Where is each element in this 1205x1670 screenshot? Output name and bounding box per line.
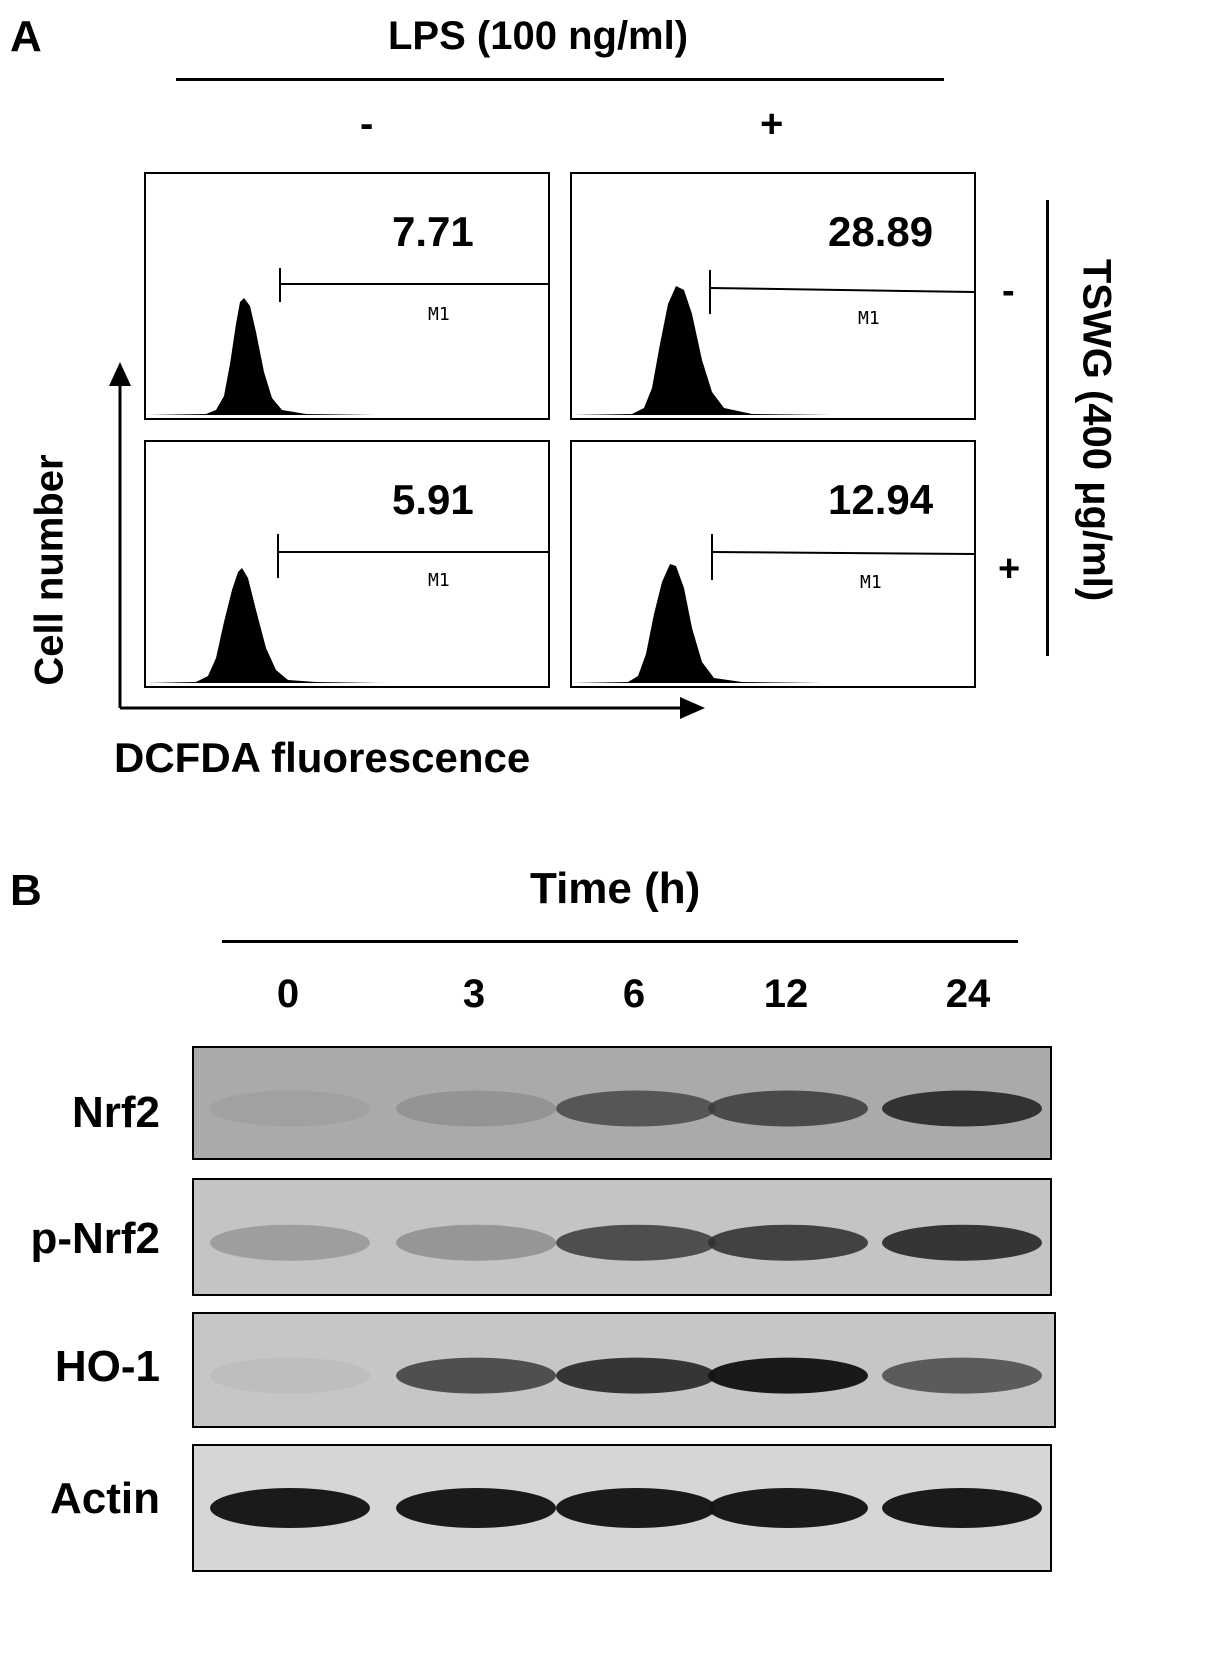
percent-label: 5.91 — [392, 476, 474, 523]
blot-bands — [210, 1488, 1042, 1528]
band-p-nrf2-lane-4 — [882, 1224, 1042, 1261]
time-24: 24 — [945, 972, 991, 1016]
gate-label: M1 — [428, 304, 450, 325]
band-actin-lane-3 — [708, 1488, 868, 1528]
band-nrf2-lane-2 — [556, 1090, 716, 1127]
time-label: Time (h) — [530, 864, 701, 913]
time-6: 6 — [622, 972, 646, 1016]
axes-arrows — [109, 362, 705, 719]
panel-a-letter: A — [10, 12, 42, 61]
histogram-lps-minus-tswg-minus: M1 7.71 — [144, 172, 550, 420]
blot-bands — [210, 1090, 1042, 1127]
percent-label: 28.89 — [828, 208, 934, 255]
tswg-divider — [1046, 200, 1049, 656]
band-actin-lane-2 — [556, 1488, 716, 1528]
blot-label-nrf2: Nrf2 — [71, 1088, 160, 1137]
x-axis-label: DCFDA fluorescence — [114, 734, 531, 781]
band-nrf2-lane-1 — [396, 1090, 556, 1127]
band-ho-1-lane-4 — [882, 1357, 1042, 1394]
lps-plus: + — [760, 102, 784, 146]
tswg-plus: + — [998, 548, 1021, 590]
band-actin-lane-0 — [210, 1488, 370, 1528]
blot-ho-1 — [192, 1312, 1056, 1428]
percent-label: 12.94 — [828, 476, 934, 523]
lps-minus: - — [360, 102, 374, 146]
blot-bands — [210, 1357, 1042, 1394]
band-p-nrf2-lane-2 — [556, 1224, 716, 1261]
histogram-lps-minus-tswg-plus: M1 5.91 — [144, 440, 550, 688]
tswg-minus: - — [1002, 270, 1015, 312]
histogram-lps-plus-tswg-plus: M1 12.94 — [570, 440, 976, 688]
band-ho-1-lane-3 — [708, 1357, 868, 1394]
gate-label: M1 — [858, 308, 880, 329]
percent-label: 7.71 — [392, 208, 474, 255]
blot-p-nrf2 — [192, 1178, 1052, 1296]
band-nrf2-lane-0 — [210, 1090, 370, 1127]
blot-bands — [210, 1224, 1042, 1261]
blot-label-p-nrf2: p-Nrf2 — [30, 1214, 160, 1263]
blot-nrf2 — [192, 1046, 1052, 1160]
blot-label-ho-1: HO-1 — [54, 1342, 160, 1391]
band-ho-1-lane-2 — [556, 1357, 716, 1394]
band-p-nrf2-lane-3 — [708, 1224, 868, 1261]
histogram-plot — [572, 270, 974, 415]
blot-actin — [192, 1444, 1052, 1572]
panel-b-letter: B — [10, 866, 42, 915]
band-nrf2-lane-3 — [708, 1090, 868, 1127]
band-p-nrf2-lane-0 — [210, 1224, 370, 1261]
y-axis-label: Cell number — [27, 454, 72, 686]
tswg-label: TSWG (400 μg/ml) — [1074, 258, 1119, 602]
lps-divider — [176, 78, 944, 81]
histogram-plot — [146, 534, 548, 683]
blot-label-actin: Actin — [50, 1474, 160, 1523]
histogram-plot — [572, 534, 974, 683]
time-0: 0 — [276, 972, 300, 1016]
histogram-plot — [146, 268, 548, 415]
time-3: 3 — [462, 972, 486, 1016]
band-ho-1-lane-0 — [210, 1357, 370, 1394]
band-p-nrf2-lane-1 — [396, 1224, 556, 1261]
histogram-lps-plus-tswg-minus: M1 28.89 — [570, 172, 976, 420]
band-actin-lane-1 — [396, 1488, 556, 1528]
lps-label: LPS (100 ng/ml) — [388, 14, 689, 58]
time-divider — [222, 940, 1018, 943]
band-nrf2-lane-4 — [882, 1090, 1042, 1127]
time-12: 12 — [763, 972, 809, 1016]
band-ho-1-lane-1 — [396, 1357, 556, 1394]
gate-label: M1 — [860, 572, 882, 593]
gate-label: M1 — [428, 570, 450, 591]
band-actin-lane-4 — [882, 1488, 1042, 1528]
